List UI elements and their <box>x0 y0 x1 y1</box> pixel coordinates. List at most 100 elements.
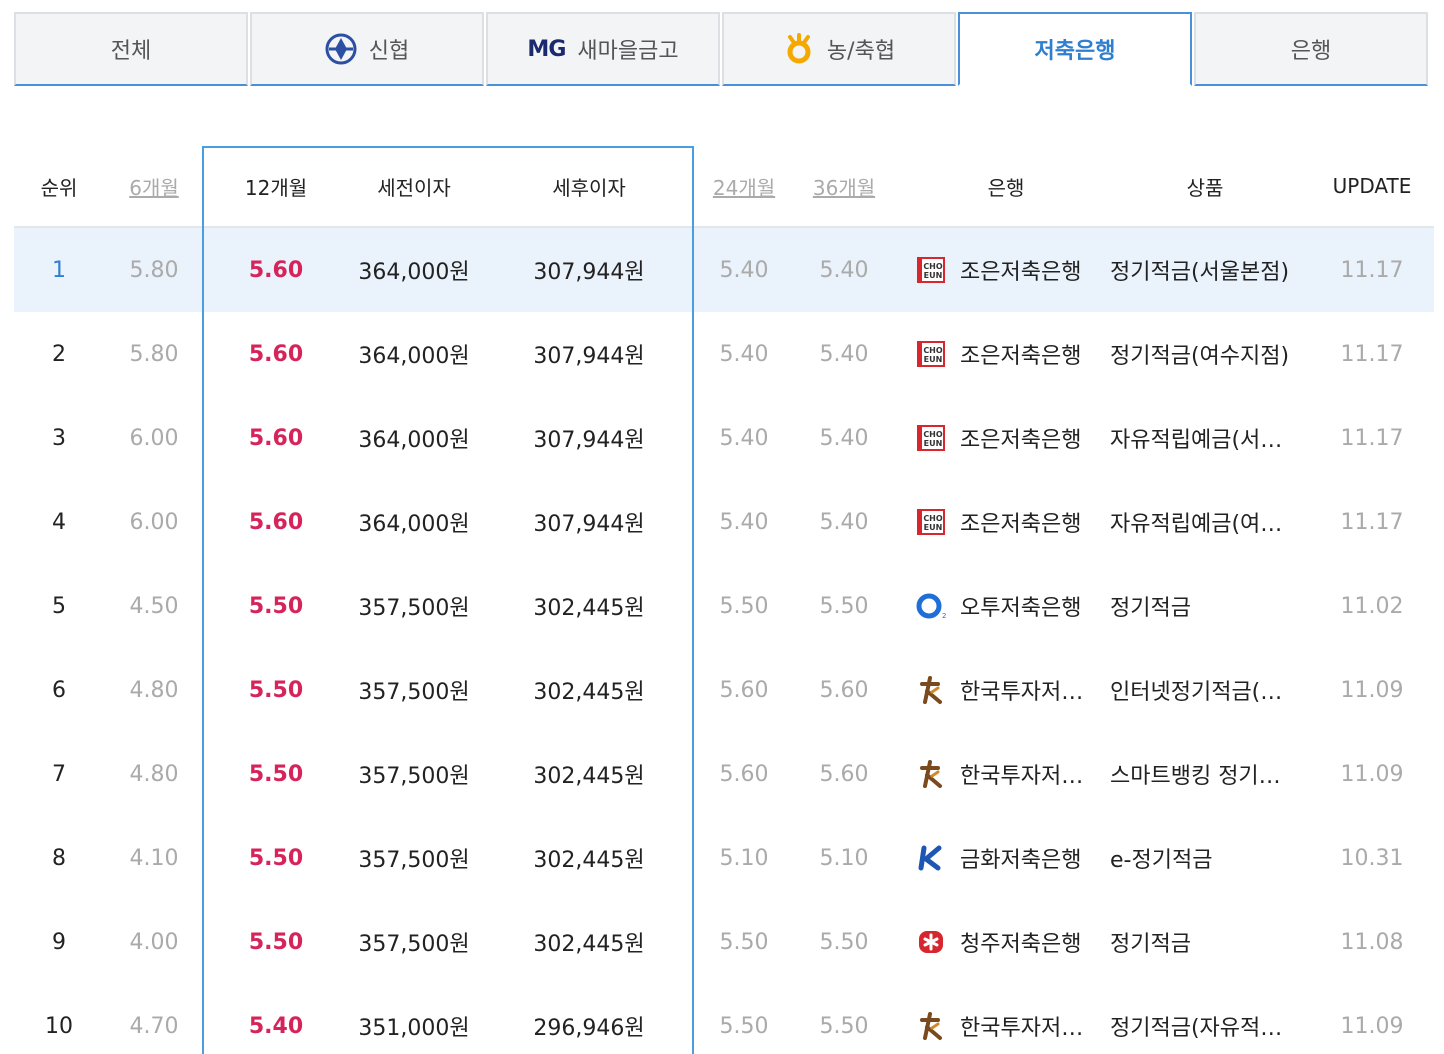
pre-tax-interest-cell: 357,500원 <box>358 764 470 789</box>
bank-name: 금화저축은행 <box>960 848 1082 873</box>
bank-cell[interactable]: 한국투자저… <box>916 674 1096 706</box>
rank-cell: 10 <box>45 1013 73 1039</box>
update-date-cell: 11.02 <box>1340 593 1404 619</box>
tab-bank-label: 은행 <box>1290 39 1332 64</box>
post-tax-interest-cell: 307,944원 <box>533 344 645 369</box>
rate-36month-cell: 5.40 <box>819 341 869 367</box>
bank-cell[interactable]: CHO EUN 조은저축은행 <box>916 254 1096 286</box>
table-row[interactable]: 10 4.70 5.40 351,000원 296,946원 5.50 5.50… <box>14 984 1434 1054</box>
post-tax-interest-cell: 302,445원 <box>533 764 645 789</box>
bank-cell[interactable]: CHO EUN 조은저축은행 <box>916 422 1096 454</box>
header-6month[interactable]: 6개월 <box>129 175 179 200</box>
product-cell[interactable]: 정기적금 <box>1110 596 1191 621</box>
rate-6month-cell: 4.80 <box>129 677 179 703</box>
rate-36month-cell: 5.50 <box>819 1013 869 1039</box>
product-cell[interactable]: 정기적금 <box>1110 932 1191 957</box>
rate-24month-cell: 5.40 <box>719 425 769 451</box>
post-tax-interest-cell: 307,944원 <box>533 512 645 537</box>
product-cell[interactable]: e-정기적금 <box>1110 848 1213 873</box>
rate-36month-cell: 5.50 <box>819 929 869 955</box>
table-row[interactable]: 8 4.10 5.50 357,500원 302,445원 5.10 5.10 … <box>14 816 1434 900</box>
rate-12month-cell: 5.60 <box>248 257 304 283</box>
bank-name: 오투저축은행 <box>960 596 1082 621</box>
product-cell[interactable]: 자유적립예금(서… <box>1110 428 1283 453</box>
rate-24month-cell: 5.50 <box>719 593 769 619</box>
bank-cell[interactable]: 한국투자저… <box>916 758 1096 790</box>
header-36month[interactable]: 36개월 <box>812 175 876 200</box>
rate-36month-cell: 5.60 <box>819 761 869 787</box>
product-cell[interactable]: 자유적립예금(여… <box>1110 512 1283 537</box>
rank-cell: 4 <box>52 509 66 535</box>
product-cell[interactable]: 정기적금(서울본점) <box>1110 260 1290 285</box>
update-date-cell: 11.17 <box>1340 341 1404 367</box>
rate-24month-cell: 5.40 <box>719 341 769 367</box>
rate-36month-cell: 5.60 <box>819 677 869 703</box>
rate-24month-cell: 5.10 <box>719 845 769 871</box>
rate-36month-cell: 5.40 <box>819 425 869 451</box>
product-cell[interactable]: 인터넷정기적금(… <box>1110 680 1283 705</box>
rate-12month-cell: 5.50 <box>248 593 304 619</box>
svg-text:CHO: CHO <box>923 346 943 355</box>
rate-6month-cell: 6.00 <box>129 425 179 451</box>
rate-24month-cell: 5.60 <box>719 677 769 703</box>
pre-tax-interest-cell: 357,500원 <box>358 932 470 957</box>
rate-6month-cell: 4.10 <box>129 845 179 871</box>
header-rank: 순위 <box>40 175 78 200</box>
header-24month[interactable]: 24개월 <box>712 175 776 200</box>
bank-cell[interactable]: 한국투자저… <box>916 1010 1096 1042</box>
table-row[interactable]: 1 5.80 5.60 364,000원 307,944원 5.40 5.40 … <box>14 228 1434 312</box>
cheongju-logo-icon <box>916 927 946 957</box>
rate-12month-cell: 5.60 <box>248 425 304 451</box>
tab-nonghyup[interactable]: 농/축협 <box>722 12 956 86</box>
pre-tax-interest-cell: 357,500원 <box>358 680 470 705</box>
tab-all[interactable]: 전체 <box>14 12 248 86</box>
pre-tax-interest-cell: 351,000원 <box>358 1016 470 1041</box>
rank-cell: 9 <box>52 929 66 955</box>
header-bank: 은행 <box>987 175 1025 200</box>
tab-shinhyup[interactable]: 신협 <box>250 12 484 86</box>
table-row[interactable]: 2 5.80 5.60 364,000원 307,944원 5.40 5.40 … <box>14 312 1434 396</box>
update-date-cell: 11.09 <box>1340 1013 1404 1039</box>
tab-bank[interactable]: 은행 <box>1194 12 1428 86</box>
pre-tax-interest-cell: 364,000원 <box>358 512 470 537</box>
bank-cell[interactable]: 금화저축은행 <box>916 842 1096 874</box>
svg-text:EUN: EUN <box>924 523 943 532</box>
tab-saemaeul[interactable]: MG 새마을금고 <box>486 12 720 86</box>
bank-cell[interactable]: 2 오투저축은행 <box>916 590 1096 622</box>
rate-24month-cell: 5.50 <box>719 929 769 955</box>
product-cell[interactable]: 스마트뱅킹 정기… <box>1110 764 1281 789</box>
product-cell[interactable]: 정기적금(여수지점) <box>1110 344 1290 369</box>
table-row[interactable]: 4 6.00 5.60 364,000원 307,944원 5.40 5.40 … <box>14 480 1434 564</box>
svg-text:CHO: CHO <box>923 262 943 271</box>
table-row[interactable]: 6 4.80 5.50 357,500원 302,445원 5.60 5.60 … <box>14 648 1434 732</box>
bank-cell[interactable]: CHO EUN 조은저축은행 <box>916 506 1096 538</box>
rate-6month-cell: 5.80 <box>129 257 179 283</box>
table-header: 순위 6개월 12개월 세전이자 세후이자 24개월 36개월 은행 상품 UP… <box>14 146 1434 228</box>
rank-cell: 2 <box>52 341 66 367</box>
bank-name: 조은저축은행 <box>960 344 1082 369</box>
update-date-cell: 11.17 <box>1340 257 1404 283</box>
rate-24month-cell: 5.40 <box>719 509 769 535</box>
korea-investment-logo-icon <box>916 1011 946 1041</box>
rate-24month-cell: 5.60 <box>719 761 769 787</box>
bank-cell[interactable]: 청주저축은행 <box>916 926 1096 958</box>
table-row[interactable]: 3 6.00 5.60 364,000원 307,944원 5.40 5.40 … <box>14 396 1434 480</box>
rate-6month-cell: 4.50 <box>129 593 179 619</box>
update-date-cell: 10.31 <box>1340 845 1404 871</box>
table-row[interactable]: 7 4.80 5.50 357,500원 302,445원 5.60 5.60 … <box>14 732 1434 816</box>
rate-36month-cell: 5.40 <box>819 509 869 535</box>
table-row[interactable]: 9 4.00 5.50 357,500원 302,445원 5.50 5.50 … <box>14 900 1434 984</box>
bank-cell[interactable]: CHO EUN 조은저축은행 <box>916 338 1096 370</box>
tab-savings-bank-label: 저축은행 <box>1034 39 1116 64</box>
tab-savings-bank[interactable]: 저축은행 <box>958 12 1192 86</box>
rate-12month-cell: 5.50 <box>248 845 304 871</box>
rate-24month-cell: 5.40 <box>719 257 769 283</box>
pre-tax-interest-cell: 364,000원 <box>358 428 470 453</box>
table-row[interactable]: 5 4.50 5.50 357,500원 302,445원 5.50 5.50 … <box>14 564 1434 648</box>
header-12month[interactable]: 12개월 <box>244 175 308 200</box>
tab-shinhyup-label: 신협 <box>368 39 410 64</box>
product-cell[interactable]: 정기적금(자유적… <box>1110 1016 1283 1041</box>
rate-6month-cell: 4.00 <box>129 929 179 955</box>
post-tax-interest-cell: 302,445원 <box>533 680 645 705</box>
rate-12month-cell: 5.60 <box>248 341 304 367</box>
